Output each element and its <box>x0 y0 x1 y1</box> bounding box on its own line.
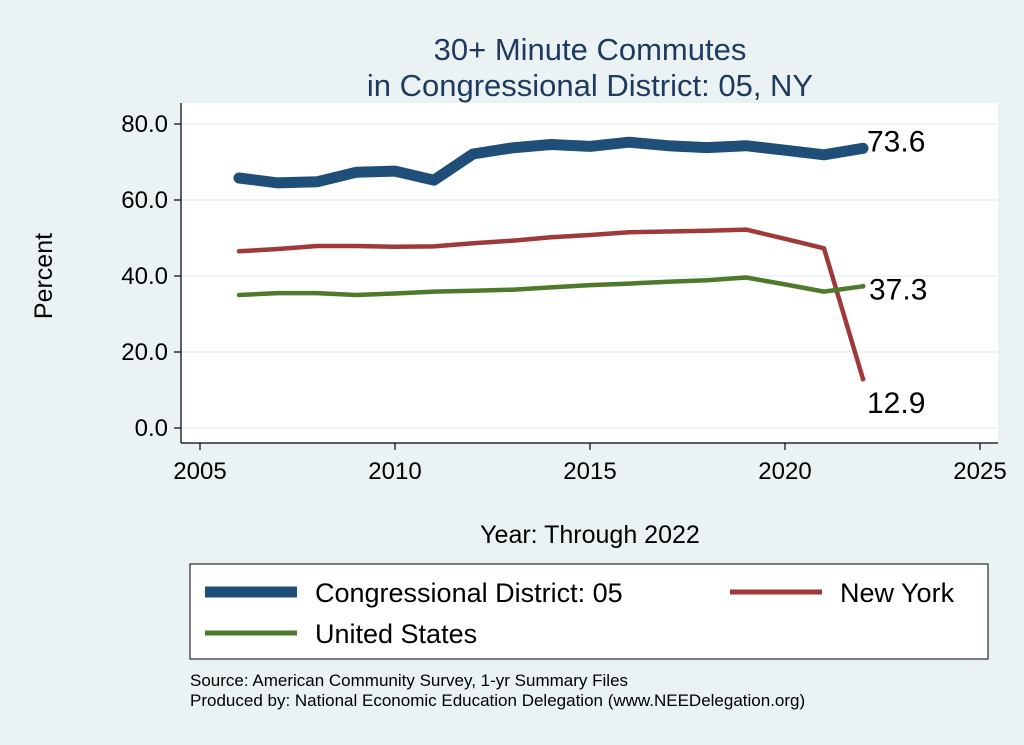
series-line-2 <box>236 275 866 298</box>
x-tick-label: 2005 <box>173 458 226 485</box>
x-tick-label: 2015 <box>563 458 616 485</box>
grid <box>181 123 998 429</box>
legend-label: Congressional District: 05 <box>315 578 623 608</box>
plot-area <box>181 103 998 443</box>
series-line-1 <box>236 227 866 382</box>
source-line-2: Produced by: National Economic Education… <box>190 691 805 710</box>
chart-title-line-2: in Congressional District: 05, NY <box>367 68 813 103</box>
x-tick-label: 2025 <box>953 458 1006 485</box>
y-tick-label: 0.0 <box>135 415 168 442</box>
y-axis-label: Percent <box>30 233 58 319</box>
x-tick-label: 2010 <box>368 458 421 485</box>
y-tick-label: 20.0 <box>121 339 168 366</box>
end-value-label: 73.6 <box>867 125 925 158</box>
y-tick-label: 80.0 <box>121 111 168 138</box>
source-line-1: Source: American Community Survey, 1-yr … <box>190 671 628 690</box>
end-value-label: 37.3 <box>869 273 927 306</box>
legend: Congressional District: 05 New York United… <box>205 578 955 649</box>
end-value-label: 12.9 <box>867 387 925 420</box>
axes: 0.0 20.0 40.0 60.0 80.0 2005 2010 2015 2020 2025 <box>121 103 1007 485</box>
legend-box <box>189 563 989 660</box>
chart-title-line-1: 30+ Minute Commutes <box>434 32 747 67</box>
end-point-marker <box>860 145 866 151</box>
series-lines <box>233 136 869 382</box>
end-labels: 73.6 12.9 37.3 <box>860 125 927 420</box>
legend-label: New York <box>840 578 955 608</box>
series-line-0 <box>233 136 869 189</box>
x-tick-label: 2020 <box>758 458 811 485</box>
end-point-marker <box>860 283 866 289</box>
y-tick-label: 40.0 <box>121 263 168 290</box>
end-point-marker <box>860 376 866 382</box>
x-axis-label: Year: Through 2022 <box>480 521 700 549</box>
legend-label: United States <box>315 619 477 649</box>
y-tick-label: 60.0 <box>121 187 168 214</box>
